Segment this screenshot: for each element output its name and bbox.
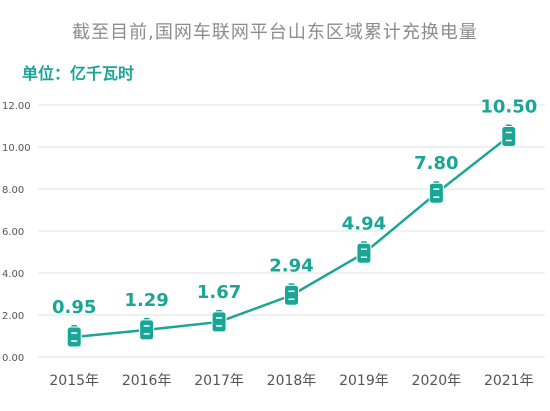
y-tick-label: 2.00 (2, 311, 24, 322)
data-labels: 0.95 1.29 1.67 2.94 4.94 7.80 10.50 (52, 97, 537, 319)
data-label: 0.95 (52, 297, 96, 318)
battery-icon (139, 317, 155, 341)
y-tick-label: 4.00 (2, 269, 24, 280)
x-tick-label: 2017年 (194, 373, 244, 389)
x-tick-label: 2020年 (412, 373, 462, 389)
battery-icon (211, 309, 227, 333)
x-tick-label: 2019年 (339, 373, 389, 389)
x-tick-label: 2016年 (122, 373, 172, 389)
data-label: 7.80 (414, 153, 458, 174)
y-tick-label: 12.00 (2, 101, 31, 112)
battery-icon (284, 283, 299, 306)
y-tick-label: 0.00 (2, 353, 24, 364)
battery-icon (66, 325, 82, 348)
markers (66, 124, 517, 348)
x-tick-label: 2018年 (267, 373, 317, 389)
y-axis-ticks: 0.00 2.00 4.00 6.00 8.00 10.00 12.00 (2, 101, 31, 364)
battery-icon (501, 124, 517, 147)
data-label: 2.94 (269, 255, 313, 276)
x-axis-ticks: 2015年 2016年 2017年 2018年 2019年 2020年 2021年 (49, 373, 533, 389)
y-tick-label: 10.00 (2, 143, 31, 154)
data-label: 1.29 (124, 290, 168, 311)
battery-icon (428, 181, 444, 204)
chart-title: 截至目前,国网车联网平台山东区域累计充换电量 (72, 22, 478, 43)
x-tick-label: 2015年 (49, 373, 99, 389)
data-label: 4.94 (342, 213, 386, 234)
battery-icon (356, 241, 372, 264)
y-tick-label: 8.00 (2, 185, 24, 196)
unit-label: 单位：亿千瓦时 (22, 64, 135, 83)
data-label: 10.50 (480, 97, 537, 118)
data-label: 1.67 (197, 282, 241, 303)
y-tick-label: 6.00 (2, 227, 24, 238)
x-tick-label: 2021年 (484, 373, 534, 389)
grid-lines (38, 104, 545, 358)
